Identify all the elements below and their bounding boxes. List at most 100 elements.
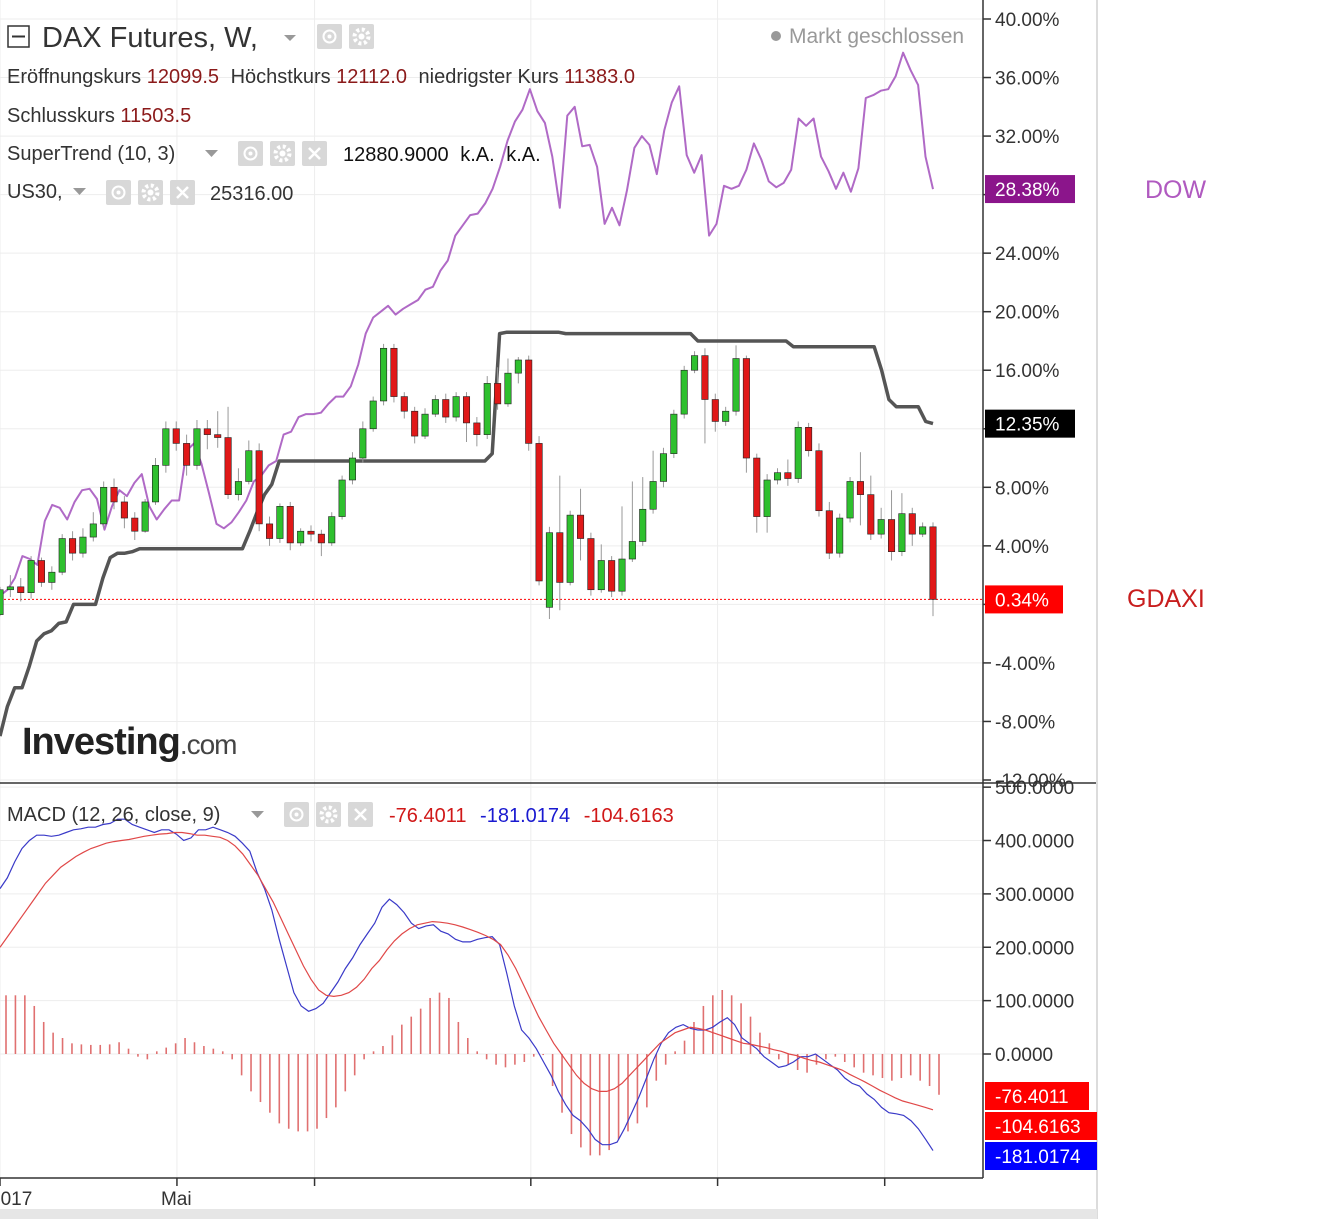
candle-body [297, 530, 305, 544]
candle-body [162, 428, 170, 466]
macd-signal-badge-box [985, 1112, 1097, 1140]
dow-price-badge: 28.38% [985, 175, 1075, 204]
candle-body [639, 508, 647, 542]
candle [577, 488, 585, 561]
ohlc-line: Eröffnungskurs 12099.5 Höchstkurs 12112.… [7, 66, 635, 88]
main-plot[interactable] [0, 51, 983, 737]
supertrend-legend-name[interactable]: SuperTrend (10, 3) [7, 143, 175, 165]
candle [79, 528, 87, 558]
candle [483, 376, 491, 440]
candle [856, 452, 864, 526]
candle-body [670, 413, 678, 454]
macd-plot[interactable] [0, 818, 940, 1156]
candle-body [234, 481, 242, 495]
candle [151, 458, 160, 505]
candle-body [805, 427, 813, 452]
candle-body [411, 410, 419, 437]
us30-chevron-down-icon[interactable] [73, 188, 86, 195]
candle [380, 343, 388, 406]
macd-hist-badge-text: -76.4011 [995, 1087, 1069, 1108]
us30-gear-icon[interactable] [138, 180, 163, 205]
high-value: 12112.0 [336, 66, 407, 88]
candle [307, 525, 315, 542]
supertrend-eye-icon[interactable] [238, 141, 263, 166]
price-tick-label: -4.00% [995, 654, 1055, 675]
candle [120, 496, 128, 529]
candle [390, 343, 398, 403]
candle-body [328, 516, 336, 544]
market-status: Markt geschlossen [789, 25, 964, 48]
candle [17, 578, 25, 602]
close-value: 11503.5 [120, 105, 191, 127]
low-value: 11383.0 [564, 66, 635, 88]
candle [369, 396, 377, 432]
candle [193, 419, 201, 470]
candle [680, 365, 688, 419]
dow-line [0, 51, 934, 597]
candle-body [483, 383, 491, 435]
us30-eye-icon[interactable] [106, 180, 131, 205]
us30-legend-name[interactable]: US30, [7, 181, 63, 203]
logo-suffix: .com [180, 729, 237, 760]
candle-body [846, 481, 854, 519]
us30-close-icon[interactable] [170, 180, 195, 205]
investing-logo: Investing.com [22, 721, 237, 763]
candle [545, 526, 553, 620]
macd-close-icon[interactable] [348, 802, 373, 827]
candle-body [17, 586, 25, 593]
supertrend-gear-icon[interactable] [270, 141, 295, 166]
dow-price-badge-text: 28.38% [995, 180, 1060, 201]
candle [659, 447, 667, 488]
macd-hist-badge-box [985, 1082, 1089, 1110]
candle-body [577, 514, 585, 539]
candle [172, 421, 180, 451]
supertrend-line [0, 330, 934, 737]
candle-body [100, 487, 108, 525]
candle-body [701, 355, 709, 400]
candle [587, 532, 595, 596]
macd-line-value: -181.0174 [480, 805, 570, 827]
horizontal-scrollbar[interactable] [0, 1209, 1097, 1219]
collapse-icon[interactable] [7, 25, 30, 48]
price-tick-label: -8.00% [995, 712, 1055, 733]
candle [877, 507, 885, 539]
title-chevron-down-icon[interactable] [284, 35, 296, 41]
time-axis[interactable]: 2017 Mai [0, 1178, 886, 1210]
candle-body [753, 457, 761, 517]
macd-values: -76.4011 -181.0174 -104.6163 [389, 805, 674, 827]
macd-chevron-down-icon[interactable] [251, 811, 264, 818]
candle-body [908, 513, 916, 535]
gdaxi-price-badge: 0.34% [985, 585, 1063, 614]
candle [234, 468, 242, 501]
candle [131, 512, 139, 540]
candle [359, 421, 367, 463]
candle-body [462, 396, 471, 424]
title-settings-gear-icon[interactable] [349, 24, 374, 49]
macd-eye-icon[interactable] [284, 802, 309, 827]
candle [597, 544, 605, 593]
supertrend-close-icon[interactable] [302, 141, 327, 166]
candle-body [69, 538, 77, 554]
supertrend-price-badge-text: 12.35% [995, 415, 1060, 436]
candle [784, 459, 792, 486]
title-visibility-eye-icon[interactable] [317, 24, 342, 49]
macd-line [0, 818, 934, 1151]
candle-body [587, 538, 595, 591]
candle-body [856, 481, 864, 495]
candle-body [919, 526, 927, 535]
supertrend-chevron-down-icon[interactable] [205, 150, 218, 157]
price-tick-label: 16.00% [995, 361, 1060, 382]
macd-legend-name[interactable]: MACD (12, 26, close, 9) [7, 804, 220, 826]
candle [628, 481, 636, 562]
candle-body [431, 399, 439, 415]
macd-axis[interactable]: 500.0000 400.0000 300.0000 200.0000 100.0000… [983, 778, 1074, 1066]
candle-body [151, 465, 160, 503]
gdaxi-price-badge-box [985, 585, 1063, 614]
candle-body [348, 457, 356, 481]
us30-value: 25316.00 [210, 183, 293, 205]
candle [421, 408, 429, 440]
candle-body [794, 427, 802, 479]
macd-gear-icon[interactable] [316, 802, 341, 827]
macd-tick-label: 500.0000 [995, 778, 1074, 799]
